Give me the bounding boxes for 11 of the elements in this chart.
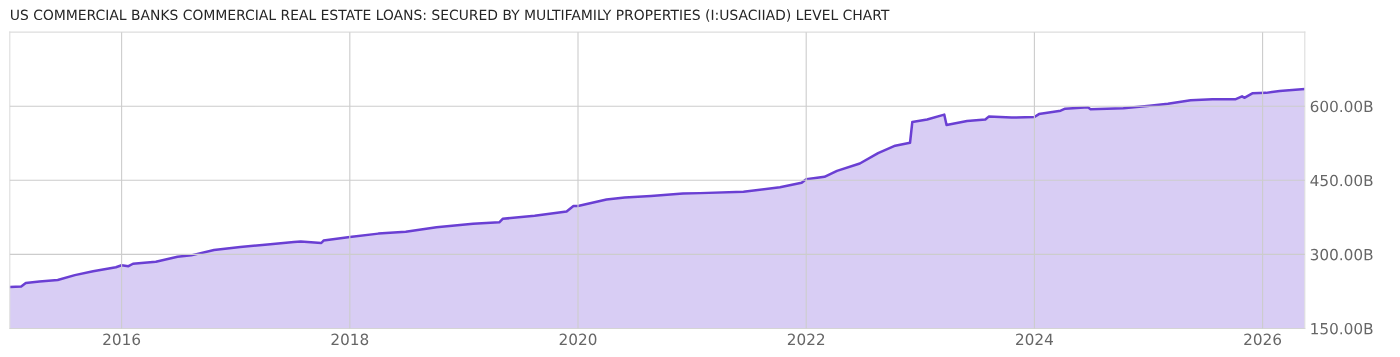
x-tick-label: 2020 xyxy=(559,333,597,346)
y-tick-label: 600.00B xyxy=(1310,100,1373,113)
x-tick-label: 2026 xyxy=(1244,333,1282,346)
x-tick-label: 2016 xyxy=(103,333,141,346)
x-tick-label: 2022 xyxy=(787,333,825,346)
chart-title: US COMMERCIAL BANKS COMMERCIAL REAL ESTATE LOANS: SECURED BY MULTIFAMILY PROPERTIES (I:USACIIAD) LEVEL CHART xyxy=(11,9,890,22)
y-tick-label: 450.00B xyxy=(1310,174,1373,187)
y-tick-label: 150.00B xyxy=(1311,322,1373,335)
x-tick-label: 2024 xyxy=(1016,333,1053,346)
x-tick-label: 2018 xyxy=(331,333,369,346)
y-tick-label: 300.00B xyxy=(1310,248,1373,261)
